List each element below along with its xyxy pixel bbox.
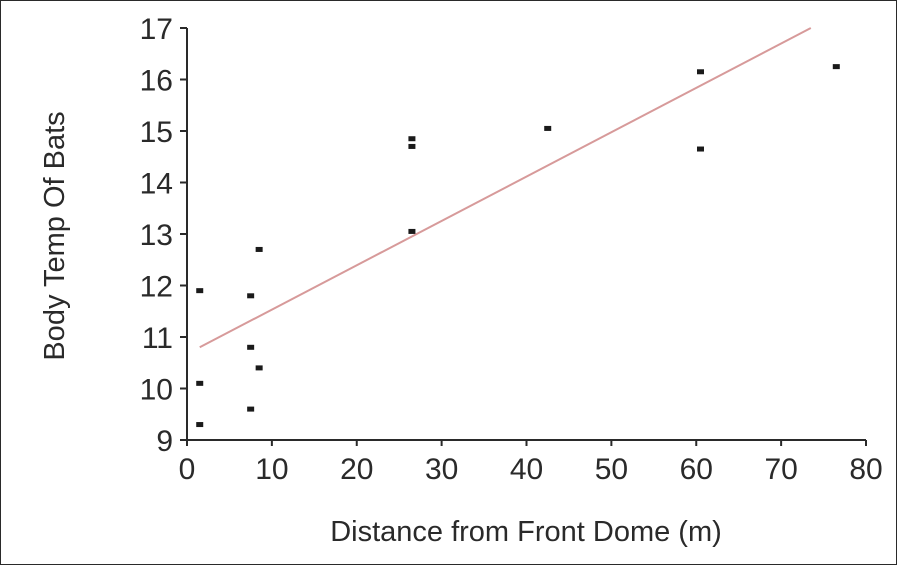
ticks: 0 10 20 30 40 50 60 70 80 9 10 11 12 13 14 15 16 17 [140, 13, 883, 486]
data-point [408, 143, 416, 149]
data-point [247, 406, 255, 412]
data-point [544, 125, 552, 131]
y-tick-label: 13 [140, 219, 173, 252]
data-point [696, 69, 704, 75]
x-tick-label: 40 [510, 453, 543, 486]
y-tick-label: 11 [142, 322, 173, 355]
data-point [696, 146, 704, 152]
x-tick-label: 80 [849, 453, 882, 486]
data-point [408, 228, 416, 234]
x-tick-label: 30 [425, 453, 458, 486]
x-tick-label: 0 [179, 453, 196, 486]
trend-line [199, 27, 812, 349]
y-tick-label: 9 [156, 425, 173, 458]
trend-line-group [199, 27, 812, 349]
data-point [408, 136, 416, 142]
x-tick-label: 60 [680, 453, 713, 486]
axes [186, 28, 866, 441]
x-axis-title: Distance from Front Dome (m) [330, 516, 722, 548]
y-axis-title: Body Temp Of Bats [39, 111, 71, 360]
x-tick-label: 20 [340, 453, 373, 486]
data-point [196, 380, 204, 386]
data-point [196, 422, 204, 428]
x-tick-label: 50 [595, 453, 628, 486]
data-points [196, 64, 840, 428]
y-tick-label: 10 [140, 374, 173, 407]
y-tick-label: 15 [140, 116, 173, 149]
data-point [196, 288, 204, 294]
data-point [832, 64, 840, 70]
data-point [247, 344, 255, 350]
data-point [255, 365, 263, 371]
y-tick-label: 16 [140, 65, 173, 98]
y-tick-label: 14 [140, 168, 173, 201]
data-point [255, 246, 263, 252]
data-point [247, 293, 255, 299]
y-tick-label: 12 [140, 271, 173, 304]
y-tick-label: 17 [140, 13, 173, 46]
x-tick-label: 70 [764, 453, 797, 486]
x-tick-label: 10 [255, 453, 288, 486]
